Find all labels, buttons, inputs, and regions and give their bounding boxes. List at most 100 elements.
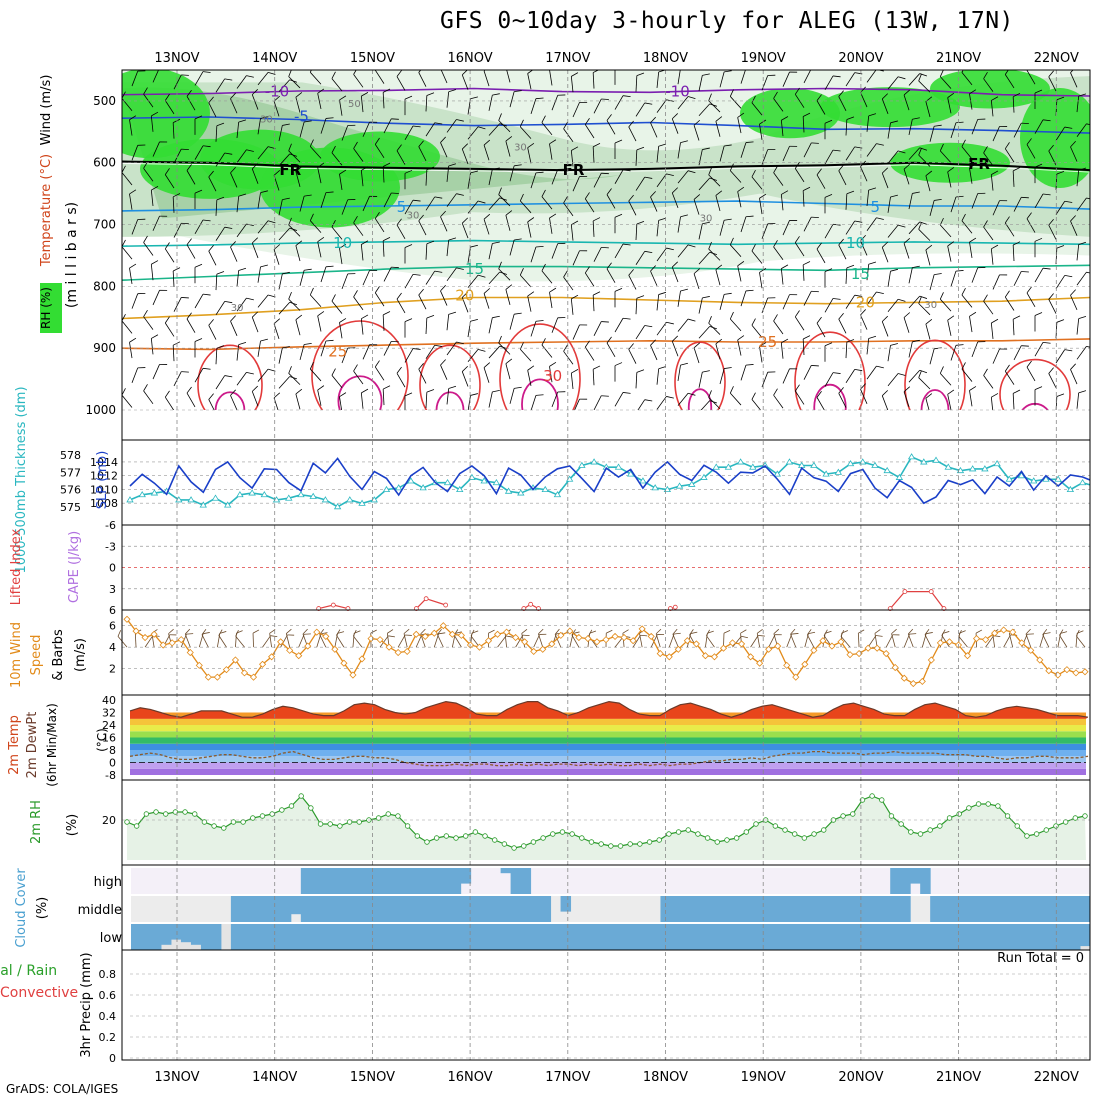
wind-barb-flag (186, 386, 192, 394)
wind-barb-staff (331, 375, 343, 388)
wind-barb-flag (304, 633, 311, 635)
wind-barb-staff (341, 273, 349, 289)
rh2m-marker (850, 811, 856, 817)
li-tick: -6 (105, 519, 116, 532)
wind-barb-flag (890, 343, 898, 346)
wind-barb (131, 144, 146, 161)
wind-barb-flag (369, 195, 378, 197)
wind-barb (715, 264, 723, 286)
wind-barb-flag (773, 240, 778, 248)
wind-barb-staff (397, 634, 406, 648)
wind-barb-staff (761, 372, 769, 388)
wind-barb-flag (437, 628, 442, 635)
wind-barb-staff (971, 341, 979, 357)
surface-wind-barb (750, 635, 765, 648)
wind-barb-flag (527, 365, 535, 371)
wind-barb-staff (483, 367, 490, 383)
wind-barb-flag (802, 186, 811, 191)
wind-barb (483, 213, 491, 235)
rh2m-marker (927, 827, 933, 833)
wind-barb-flag (151, 334, 159, 339)
isotherm-30-contour (904, 339, 966, 410)
wind-barb-flag (260, 264, 268, 268)
wind-barb-flag (470, 393, 478, 396)
rh2m-marker (298, 793, 304, 799)
wind-barb (947, 315, 955, 336)
wind-barb-staff (918, 303, 931, 316)
wind-barb-flag (309, 361, 314, 370)
wind-barb-staff (840, 636, 851, 648)
wind-barb-flag (492, 390, 500, 393)
rh2m-marker (133, 823, 140, 829)
cloud-bar (1080, 896, 1091, 922)
wind-barb-staff (131, 293, 139, 309)
wind-barb-flag (426, 389, 435, 393)
wind-barb-flag (270, 635, 278, 638)
rh2m-marker (443, 833, 450, 839)
run-total-label: Run Total = 0 (997, 951, 1084, 966)
wind-barb (881, 241, 889, 263)
wind-barb-flag (789, 145, 798, 147)
wind-barb-flag (724, 367, 732, 369)
wind-barb-flag (897, 150, 906, 154)
wind-barb (866, 261, 877, 281)
wind-barb (509, 164, 522, 182)
wind-barb-flag (745, 141, 754, 143)
wind-barb-flag (1086, 197, 1090, 201)
wind-barb (273, 318, 281, 340)
wind-barb (360, 240, 369, 261)
cloud-bar (410, 868, 422, 894)
wind-barb-staff (533, 634, 540, 648)
cloud-bar (610, 924, 621, 950)
wind-tick: 6 (109, 620, 116, 633)
wind-barb-flag (955, 195, 964, 198)
wind-barb (708, 316, 721, 335)
minmax-ylabel: (6hr Min/Max) (45, 703, 59, 787)
wind-barb-flag (702, 221, 710, 225)
wind-barb-staff (992, 200, 1000, 216)
wind-barb-staff (122, 394, 133, 408)
wind-barb-flag (868, 261, 877, 265)
wind-barb-staff (756, 633, 761, 648)
wind-barb-staff (950, 122, 957, 139)
cloud-bar (920, 868, 931, 894)
wind-barb-staff (866, 143, 877, 157)
wind-barb-flag (622, 629, 629, 634)
wind-barb-flag (325, 339, 334, 342)
wind-barb-staff (773, 98, 784, 112)
wind-barb-flag (571, 146, 579, 151)
wind-barb-staff (891, 633, 896, 648)
wind-barb-flag (1004, 290, 1010, 298)
wind-barb-flag (304, 194, 312, 197)
wind-barb (122, 91, 133, 112)
wind-barb (698, 73, 710, 92)
wind-barb (446, 267, 464, 282)
cloud-bar (500, 896, 512, 922)
wind-barb-staff (339, 99, 343, 116)
wind-barb (467, 393, 478, 410)
cloud-bar (420, 924, 432, 950)
wind-barb-staff (236, 372, 247, 386)
wind-barb-flag (535, 394, 544, 396)
rh2m-marker (250, 815, 256, 821)
wind-barb (773, 165, 784, 186)
wind-barb (122, 313, 133, 334)
wind-speed-marker (783, 661, 791, 669)
wind-barb (947, 389, 955, 410)
wind-speed-marker (1018, 639, 1026, 647)
cloud-bar (690, 896, 701, 922)
wind-barb-flag (282, 271, 290, 275)
wind-barb (164, 242, 175, 263)
cloud-bar (700, 924, 711, 950)
wind-barb (698, 296, 710, 314)
wind-barb-flag (860, 383, 866, 390)
wind-barb (887, 76, 906, 90)
wind-barb-flag (382, 162, 391, 167)
wind-barb (635, 72, 645, 92)
wind-speed-marker (530, 647, 538, 655)
wind-barb-staff (632, 635, 641, 648)
wind-barb-staff (806, 634, 815, 648)
wind-barb (729, 386, 742, 406)
wind-barb-flag (881, 390, 889, 396)
cloud-bar (340, 924, 352, 950)
